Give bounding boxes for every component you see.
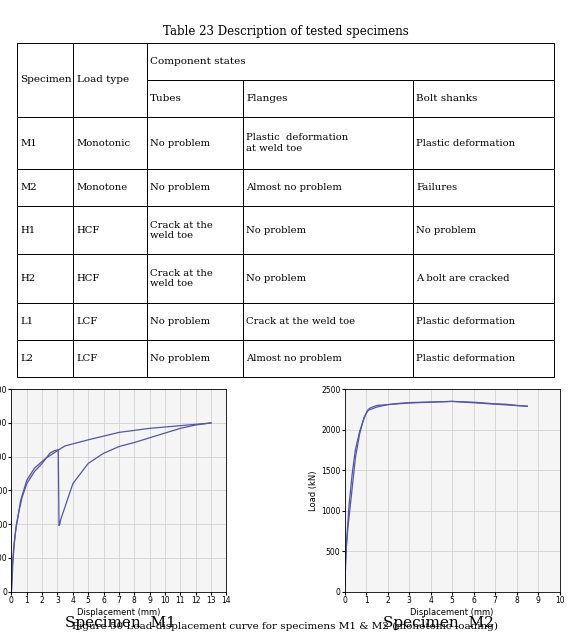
Bar (243, 169, 413, 206)
Text: L1: L1 (20, 317, 33, 326)
Bar (147, 340, 243, 377)
Text: A bolt are cracked: A bolt are cracked (416, 274, 509, 283)
Bar (413, 80, 554, 117)
Bar (17, 43, 74, 117)
Text: Specimen: Specimen (20, 75, 72, 84)
Text: Flanges: Flanges (246, 94, 288, 103)
X-axis label: Displacement (mm): Displacement (mm) (411, 608, 494, 617)
Bar (243, 303, 413, 340)
Text: Monotone: Monotone (77, 183, 128, 192)
Bar (17, 340, 74, 377)
Bar (413, 303, 554, 340)
Bar (74, 340, 147, 377)
Text: Figure 50 Load-displacement curve for specimens M1 & M2 (monotonic loading): Figure 50 Load-displacement curve for sp… (73, 622, 498, 631)
Bar (147, 255, 243, 303)
Text: H2: H2 (20, 274, 35, 283)
Bar (17, 117, 74, 169)
Text: Bolt shanks: Bolt shanks (416, 94, 477, 103)
Text: Component states: Component states (150, 57, 246, 66)
Text: Crack at the
weld toe: Crack at the weld toe (150, 269, 213, 288)
Text: HCF: HCF (77, 274, 100, 283)
Text: Failures: Failures (416, 183, 457, 192)
Bar (74, 117, 147, 169)
Y-axis label: Load (kN): Load (kN) (309, 470, 318, 511)
Text: Crack at the weld toe: Crack at the weld toe (246, 317, 356, 326)
Text: Almost no problem: Almost no problem (246, 354, 342, 363)
Text: Plastic deformation: Plastic deformation (416, 138, 515, 147)
Text: LCF: LCF (77, 354, 98, 363)
Text: No problem: No problem (150, 138, 210, 147)
Text: Plastic  deformation
at weld toe: Plastic deformation at weld toe (246, 133, 349, 153)
Text: Plastic deformation: Plastic deformation (416, 317, 515, 326)
Bar (413, 206, 554, 255)
Bar (74, 43, 147, 117)
Bar (147, 80, 243, 117)
Bar (413, 340, 554, 377)
Bar (17, 169, 74, 206)
Bar (243, 117, 413, 169)
Text: Specimen  M2: Specimen M2 (383, 616, 494, 630)
Bar (413, 169, 554, 206)
Text: Table 23 Description of tested specimens: Table 23 Description of tested specimens (163, 24, 408, 38)
Text: Load type: Load type (77, 75, 129, 84)
Text: No problem: No problem (150, 317, 210, 326)
Bar (243, 206, 413, 255)
Bar (17, 303, 74, 340)
Text: No problem: No problem (246, 274, 307, 283)
Bar (243, 340, 413, 377)
Bar (413, 255, 554, 303)
Bar (243, 80, 413, 117)
Text: Monotonic: Monotonic (77, 138, 131, 147)
Text: Plastic deformation: Plastic deformation (416, 354, 515, 363)
Bar (74, 169, 147, 206)
Text: H1: H1 (20, 226, 35, 235)
Bar (413, 117, 554, 169)
Bar (147, 303, 243, 340)
Text: No problem: No problem (150, 354, 210, 363)
Text: L2: L2 (20, 354, 33, 363)
Text: HCF: HCF (77, 226, 100, 235)
Bar (74, 206, 147, 255)
Text: No problem: No problem (246, 226, 307, 235)
Bar (147, 206, 243, 255)
Text: No problem: No problem (416, 226, 476, 235)
Text: M1: M1 (20, 138, 37, 147)
Bar (74, 255, 147, 303)
Bar (243, 255, 413, 303)
Bar (74, 303, 147, 340)
Bar (147, 43, 554, 80)
Text: Tubes: Tubes (150, 94, 182, 103)
Text: Crack at the
weld toe: Crack at the weld toe (150, 221, 213, 240)
Bar (147, 169, 243, 206)
Text: Almost no problem: Almost no problem (246, 183, 342, 192)
Text: M2: M2 (20, 183, 37, 192)
Text: Specimen  M1: Specimen M1 (65, 616, 176, 630)
Bar (17, 206, 74, 255)
Text: LCF: LCF (77, 317, 98, 326)
Bar (17, 255, 74, 303)
Text: No problem: No problem (150, 183, 210, 192)
X-axis label: Displacement (mm): Displacement (mm) (77, 608, 160, 617)
Bar (147, 117, 243, 169)
